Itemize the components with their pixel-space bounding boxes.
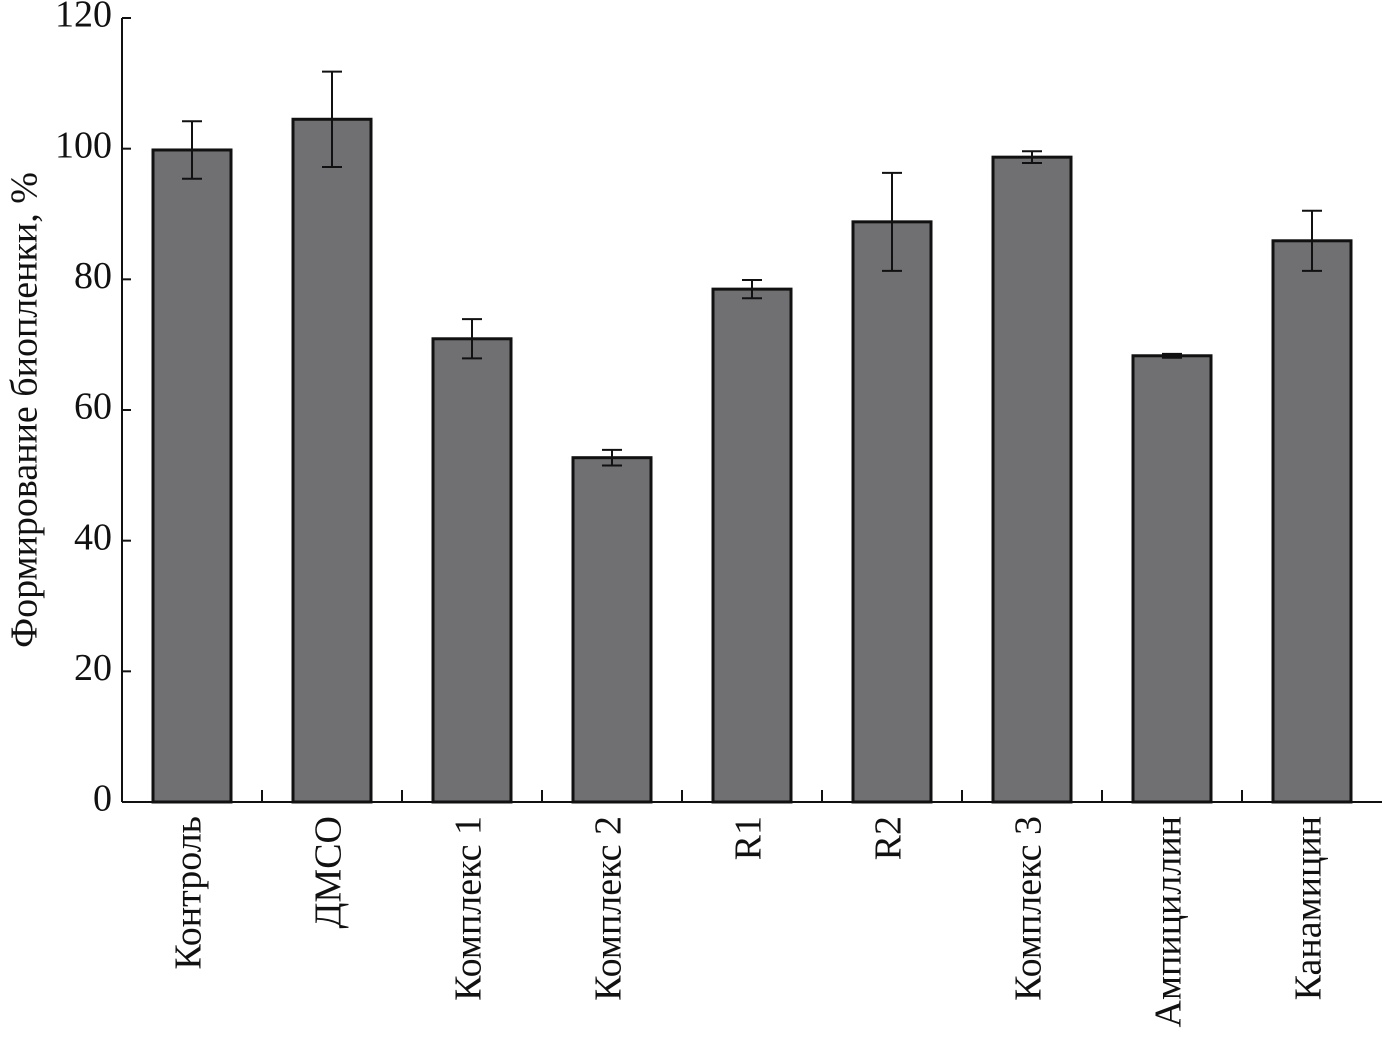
y-tick-label: 60 — [74, 386, 112, 428]
bar — [1271, 239, 1353, 804]
x-tick-label: ДМСО — [308, 816, 350, 929]
error-bar — [462, 318, 482, 360]
error-bar — [1162, 352, 1182, 359]
bar — [851, 220, 933, 804]
y-tick-label: 120 — [55, 0, 112, 36]
bar — [1131, 354, 1213, 804]
x-tick-label: Комплекс 2 — [588, 816, 630, 1001]
x-tick-label: R1 — [728, 816, 770, 860]
x-tick-label: Комплекс 3 — [1008, 816, 1050, 1001]
y-axis-label: Формирование биопленки, % — [4, 172, 46, 648]
bar — [151, 148, 233, 804]
x-tick-label: R2 — [868, 816, 910, 860]
error-bar — [742, 278, 762, 300]
y-tick-label: 0 — [93, 778, 112, 820]
y-tick-label: 20 — [74, 647, 112, 689]
error-bar — [1302, 209, 1322, 272]
x-tick-label: Комплекс 1 — [448, 816, 490, 1001]
error-bar — [182, 120, 202, 180]
bar — [991, 155, 1073, 804]
x-tick-label: Канамицин — [1288, 816, 1330, 1000]
error-bar — [322, 70, 342, 168]
bar — [431, 337, 513, 804]
bar — [711, 287, 793, 804]
error-bar — [882, 171, 902, 272]
x-tick-label: Контроль — [168, 816, 210, 970]
x-tick-label: Ампициллин — [1148, 816, 1190, 1027]
error-bar — [602, 448, 622, 467]
bar — [571, 456, 653, 804]
y-tick-label: 100 — [55, 124, 112, 166]
y-tick-label: 80 — [74, 255, 112, 297]
y-tick-label: 40 — [74, 516, 112, 558]
bar — [291, 117, 373, 804]
error-bar — [1022, 150, 1042, 165]
